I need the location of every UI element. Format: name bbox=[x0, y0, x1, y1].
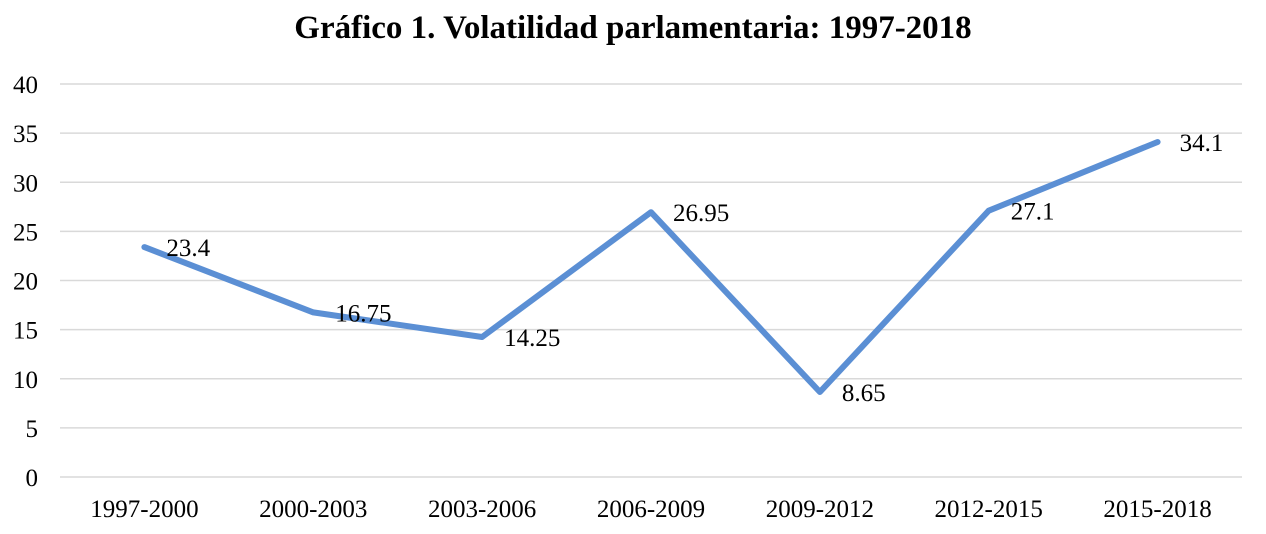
data-label: 26.95 bbox=[673, 200, 729, 227]
data-label: 23.4 bbox=[166, 235, 210, 262]
x-tick-label: 2012-2015 bbox=[935, 496, 1043, 523]
data-label: 8.65 bbox=[842, 380, 886, 407]
y-tick-label: 20 bbox=[13, 269, 38, 296]
data-label: 16.75 bbox=[335, 300, 391, 327]
x-tick-label: 2003-2006 bbox=[428, 496, 536, 523]
series-line bbox=[141, 139, 1161, 395]
y-tick-label: 30 bbox=[13, 170, 38, 197]
y-tick-label: 35 bbox=[13, 121, 38, 148]
data-label: 34.1 bbox=[1180, 130, 1224, 157]
data-labels: 23.4 16.75 14.25 26.95 8.65 27.1 34.1 bbox=[166, 130, 1223, 407]
y-tick-label: 5 bbox=[26, 416, 39, 443]
data-label: 27.1 bbox=[1011, 199, 1055, 226]
x-tick-label: 2015-2018 bbox=[1103, 496, 1211, 523]
chart-title: Gráfico 1. Volatilidad parlamentaria: 19… bbox=[294, 10, 972, 46]
series-lines bbox=[141, 139, 1161, 395]
y-tick-label: 15 bbox=[13, 318, 38, 345]
x-axis-tick-labels: 1997-2000 2000-2003 2003-2006 2006-2009 2009… bbox=[90, 496, 1211, 523]
data-label: 14.25 bbox=[504, 325, 560, 352]
y-tick-label: 10 bbox=[13, 367, 38, 394]
gridlines bbox=[60, 83, 1242, 478]
y-tick-label: 25 bbox=[13, 219, 38, 246]
x-tick-label: 2006-2009 bbox=[597, 496, 705, 523]
y-tick-label: 40 bbox=[13, 72, 38, 99]
y-axis-tick-labels: 0 5 10 15 20 25 30 35 40 bbox=[13, 72, 38, 492]
y-tick-label: 0 bbox=[26, 465, 39, 492]
x-tick-label: 2000-2003 bbox=[259, 496, 367, 523]
x-tick-label: 1997-2000 bbox=[90, 496, 198, 523]
x-tick-label: 2009-2012 bbox=[766, 496, 874, 523]
